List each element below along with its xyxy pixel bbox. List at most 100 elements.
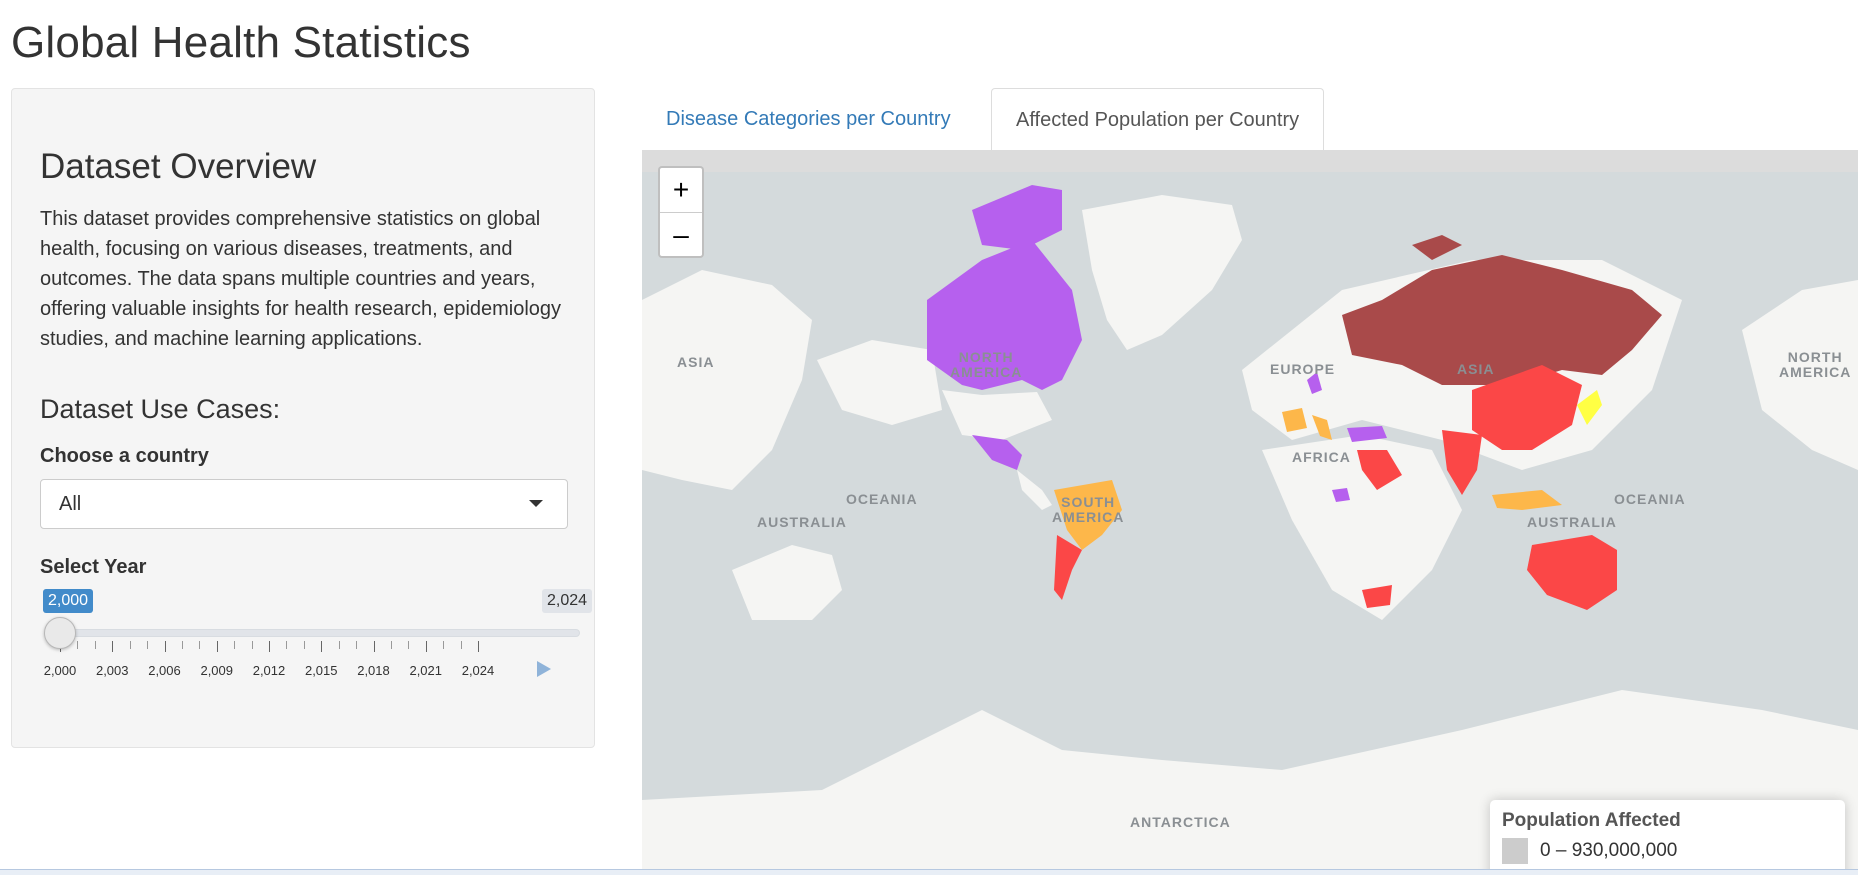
overview-heading: Dataset Overview: [40, 147, 317, 186]
country-usa: [942, 390, 1052, 440]
slider-tick-major: [321, 641, 323, 652]
country-select[interactable]: All: [40, 479, 568, 529]
slider-tick-minor: [94, 641, 96, 649]
land-central-america: [1017, 470, 1052, 510]
slider-tick-minor: [129, 641, 131, 649]
slider-tick-label: 2,006: [148, 663, 181, 678]
slider-tick-minor: [356, 641, 358, 649]
tab-disease-categories[interactable]: Disease Categories per Country: [666, 108, 951, 130]
slider-tick-minor: [181, 641, 183, 649]
slider-tick-major: [112, 641, 114, 652]
slider-tick-minor: [303, 641, 305, 649]
zoom-in-button[interactable]: +: [660, 168, 702, 213]
chevron-down-icon: [529, 500, 543, 507]
year-label: Select Year: [40, 556, 147, 578]
slider-tick-major: [478, 641, 479, 652]
slider-tick-minor: [443, 641, 445, 649]
legend-range-label: 0 – 930,000,000: [1540, 840, 1678, 861]
slider-tick-minor: [408, 641, 410, 649]
world-map[interactable]: ASIA NORTH AMERICA EUROPE ASIA AFRICA OC…: [642, 150, 1858, 870]
country-argentina: [1054, 535, 1082, 600]
label-africa: AFRICA: [1292, 449, 1351, 465]
legend-swatch: [1502, 838, 1528, 864]
country-brazil: [1054, 480, 1122, 550]
label-antarctica: ANTARCTICA: [1130, 814, 1231, 830]
country-nigeria: [1332, 488, 1350, 502]
slider-tick-label: 2,021: [409, 663, 443, 678]
slider-ticks: 2,000 2,003 2,006 2,009 2,012 2,015 2,018 2,021…: [30, 641, 590, 681]
slider-value-badge: 2,000: [43, 589, 94, 613]
slider-tick-label: 2,000: [43, 663, 77, 678]
slider-tick-label: 2,003: [95, 663, 129, 678]
country-indonesia: [1492, 490, 1562, 510]
country-japan: [1577, 390, 1602, 425]
slider-tick-minor: [460, 641, 462, 649]
slider-track[interactable]: [50, 629, 580, 637]
slider-handle[interactable]: [44, 617, 76, 649]
country-russia: [1342, 255, 1662, 385]
slider-tick-minor: [286, 641, 288, 649]
country-china: [1472, 365, 1582, 450]
year-slider[interactable]: 2,000 2,024 2,000 2,003 2,006 2,009 2,012 2,0…: [30, 589, 593, 699]
slider-tick-label: 2,024: [461, 663, 495, 678]
land-north-america-east: [1742, 280, 1858, 470]
label-north-america-east: NORTH AMERICA: [1779, 349, 1852, 380]
land-greenland: [1082, 195, 1242, 350]
slider-tick-label: 2,018: [357, 663, 390, 678]
sidebar-panel: Dataset Overview This dataset provides c…: [11, 88, 595, 748]
play-icon[interactable]: [537, 661, 551, 677]
country-canada: [927, 240, 1082, 390]
map-top-strip: [642, 150, 1858, 172]
map-canvas: [642, 150, 1858, 870]
legend-title: Population Affected: [1502, 810, 1681, 831]
country-turkey: [1347, 426, 1387, 442]
country-saudi-arabia: [1357, 450, 1402, 490]
slider-tick-label: 2,009: [200, 663, 234, 678]
map-legend: Population Affected 0 – 930,000,000: [1490, 800, 1845, 870]
slider-tick-minor: [234, 641, 236, 649]
slider-tick-minor: [338, 641, 340, 649]
land-asia-west: [642, 270, 812, 490]
country-france: [1282, 408, 1307, 432]
country-italy: [1312, 415, 1332, 440]
tab-affected-population[interactable]: Affected Population per Country: [991, 88, 1325, 151]
window-bottom-edge: [0, 869, 1858, 875]
country-select-value: All: [59, 493, 82, 515]
label-europe: EUROPE: [1270, 361, 1336, 377]
country-label: Choose a country: [40, 445, 209, 467]
slider-tick-minor: [251, 641, 253, 649]
slider-tick-major: [373, 641, 375, 652]
slider-max-badge: 2,024: [542, 589, 593, 613]
slider-tick-major: [425, 641, 427, 652]
slider-tick-major: [164, 641, 166, 652]
page-title: Global Health Statistics: [11, 18, 471, 67]
overview-text: This dataset provides comprehensive stat…: [40, 208, 562, 350]
label-south-america: SOUTH AMERICA: [1052, 494, 1125, 525]
country-uk: [1307, 372, 1322, 394]
country-india: [1442, 430, 1482, 495]
country-australia: [1527, 535, 1617, 610]
label-asia-west: ASIA: [677, 354, 715, 370]
slider-tick-minor: [390, 641, 392, 649]
label-australia: AUSTRALIA: [1527, 514, 1617, 530]
label-australia-left: AUSTRALIA: [757, 514, 847, 530]
country-south-africa: [1362, 585, 1392, 608]
slider-tick-major: [269, 641, 270, 652]
slider-tick-minor: [77, 641, 79, 649]
land-africa: [1262, 435, 1462, 620]
land-australia-west: [732, 545, 842, 620]
label-oceania-right: OCEANIA: [1614, 491, 1686, 507]
slider-tick-minor: [147, 641, 149, 649]
country-mexico: [972, 435, 1022, 470]
usecases-heading: Dataset Use Cases:: [40, 394, 281, 424]
slider-tick-major: [216, 641, 218, 652]
zoom-control: + –: [658, 166, 704, 258]
slider-tick-label: 2,012: [252, 663, 286, 678]
country-russia-east: [1412, 235, 1462, 260]
slider-tick-minor: [199, 641, 201, 649]
slider-tick-label: 2,015: [304, 663, 338, 678]
country-canada-islands: [972, 185, 1062, 250]
zoom-out-button[interactable]: –: [673, 219, 689, 250]
label-asia: ASIA: [1457, 361, 1495, 377]
label-oceania-left: OCEANIA: [846, 491, 918, 507]
